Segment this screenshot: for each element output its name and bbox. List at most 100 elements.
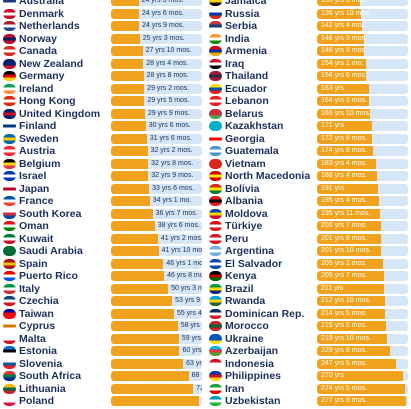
bar-row: Moldova 195 yrs 11 mos.: [206, 206, 411, 222]
data-label: 32 yrs 8 mos.: [151, 159, 194, 167]
flag-icon: [3, 21, 16, 31]
flag-icon: [209, 96, 222, 106]
bar-row: Spain 46 yrs 1 mo.: [0, 256, 205, 272]
country-label: Poland: [19, 395, 55, 407]
country-label: Philippines: [225, 370, 282, 382]
bar-row: Thailand 154 yrs 6 mos.: [206, 68, 411, 84]
bar-track: 36 yrs 7 mos.: [111, 208, 202, 219]
country-label: Jamaica: [225, 0, 267, 7]
bar-track: 63 yrs 5 mos.: [111, 358, 202, 369]
data-label: 29 yrs 5 mos.: [147, 97, 190, 104]
bar-row: Cyprus 58 yrs 8 mos.: [0, 318, 205, 334]
country-label: Indonesia: [225, 357, 275, 370]
flag-icon: [209, 246, 222, 256]
bar-track: 274 yrs 5 mos.: [317, 383, 408, 394]
data-label: 63 yrs 5 mos.: [186, 359, 202, 367]
bar: [317, 308, 386, 319]
bar-track: 50 yrs 3 mos.: [111, 283, 202, 294]
bar-track: 195 yrs 11 mos.: [317, 208, 408, 219]
bar-row: South Africa 68 yrs 3 mos.: [0, 368, 205, 384]
flag-icon: [209, 121, 222, 131]
country-label: Thailand: [225, 70, 269, 82]
flag-icon: [3, 396, 16, 406]
data-label: 33 yrs 6 mos.: [152, 184, 195, 192]
bar-row: Germany 28 yrs 8 mos.: [0, 68, 205, 84]
bar-row: United Kingdom 29 yrs 9 mos.: [0, 106, 205, 122]
bar: [317, 133, 373, 144]
bar: [111, 33, 140, 44]
flag-icon: [209, 296, 222, 306]
bar: [317, 71, 367, 81]
bar-track: 30 yrs 6 mos.: [111, 121, 202, 131]
country-label: Georgia: [225, 132, 265, 145]
bar-row: Philippines 270 yrs: [206, 368, 411, 384]
bar-row: Lebanon 164 yrs 3 mos.: [206, 93, 411, 109]
flag-icon: [209, 171, 222, 181]
bar: [111, 346, 180, 356]
bar: [111, 296, 173, 306]
data-label: 274 yrs 5 mos.: [321, 384, 367, 392]
bar-track: 28 yrs 8 mos.: [111, 71, 202, 81]
bar-track: 38 yrs 6 mos.: [111, 221, 202, 231]
bar-row: Czechia 53 yrs 9 mos.: [0, 293, 205, 309]
bar: [317, 358, 396, 369]
country-label: India: [225, 32, 250, 45]
bar-track: 46 yrs 1 mo.: [111, 258, 202, 269]
bar-track: 77 yrs 9 mos.: [111, 396, 202, 406]
country-label: Peru: [225, 232, 249, 245]
data-label: 32 yrs 2 mos.: [150, 147, 193, 154]
data-label: 29 yrs 2 mos.: [147, 84, 190, 92]
country-label: Lithuania: [19, 382, 66, 395]
bar-row: Kenya 209 yrs 7 mos.: [206, 268, 411, 284]
bar: [111, 96, 145, 106]
flag-icon: [209, 46, 222, 56]
flag-icon: [209, 108, 222, 119]
bar-track: 154 yrs 1 mo.: [317, 58, 408, 69]
flag-icon: [209, 196, 222, 206]
bar-track: 135 yrs 3 mos.: [317, 0, 408, 6]
bar-row: Italy 50 yrs 3 mos.: [0, 281, 205, 297]
bar-track: 163 yrs: [317, 83, 408, 94]
bar-row: Türkiye 200 yrs 7 mos.: [206, 218, 411, 234]
bar-row: Russia 136 yrs 10 mos.: [206, 6, 411, 22]
bar-row: India 148 yrs 3 mos.: [206, 31, 411, 47]
country-label: Denmark: [19, 7, 64, 20]
data-label: 183 yrs 4 mos.: [321, 159, 367, 167]
flag-icon: [3, 308, 16, 319]
data-label: 277 yrs 9 mos.: [321, 397, 367, 404]
country-label: Dominican Rep.: [225, 307, 305, 320]
flag-icon: [209, 33, 222, 44]
bar: [317, 46, 365, 56]
data-label: 212 yrs 10 mos.: [321, 297, 371, 304]
bar-row: Estonia 60 yrs 2 mos.: [0, 343, 205, 359]
bar: [111, 258, 164, 269]
country-label: Cyprus: [19, 320, 56, 332]
flag-icon: [209, 208, 222, 219]
bar-track: 148 yrs 3 mos.: [317, 33, 408, 44]
flag-icon: [3, 96, 16, 106]
bar-row: Bolivia 191 yrs: [206, 181, 411, 197]
flag-icon: [3, 158, 16, 169]
bar-track: 58 yrs 8 mos.: [111, 321, 202, 331]
data-label: 201 yrs 10 mos.: [321, 247, 371, 254]
flag-icon: [3, 258, 16, 269]
data-label: 38 yrs 6 mos.: [157, 222, 200, 229]
bar-row: Australia 24 yrs 3 mos.: [0, 0, 205, 9]
data-label: 59 yrs 8 mos.: [181, 334, 202, 342]
flag-icon: [3, 58, 16, 69]
data-label: 50 yrs 3 mos.: [171, 284, 202, 292]
bar-track: 41 yrs 10 mos.: [111, 246, 202, 256]
country-label: Ecuador: [225, 82, 268, 95]
bar-row: Ireland 29 yrs 2 mos.: [0, 81, 205, 97]
flag-icon: [3, 8, 16, 19]
country-label: Morocco: [225, 320, 269, 332]
data-label: 41 yrs 2 mos.: [160, 234, 202, 242]
bar-track: 212 yrs 10 mos.: [317, 296, 408, 306]
country-label: Türkiye: [225, 220, 263, 232]
data-label: 195 yrs 4 mos.: [321, 197, 367, 204]
flag-icon: [209, 71, 222, 81]
country-label: South Africa: [19, 370, 82, 382]
bar: [111, 133, 147, 144]
country-label: Belarus: [225, 107, 264, 120]
bar: [317, 258, 383, 269]
